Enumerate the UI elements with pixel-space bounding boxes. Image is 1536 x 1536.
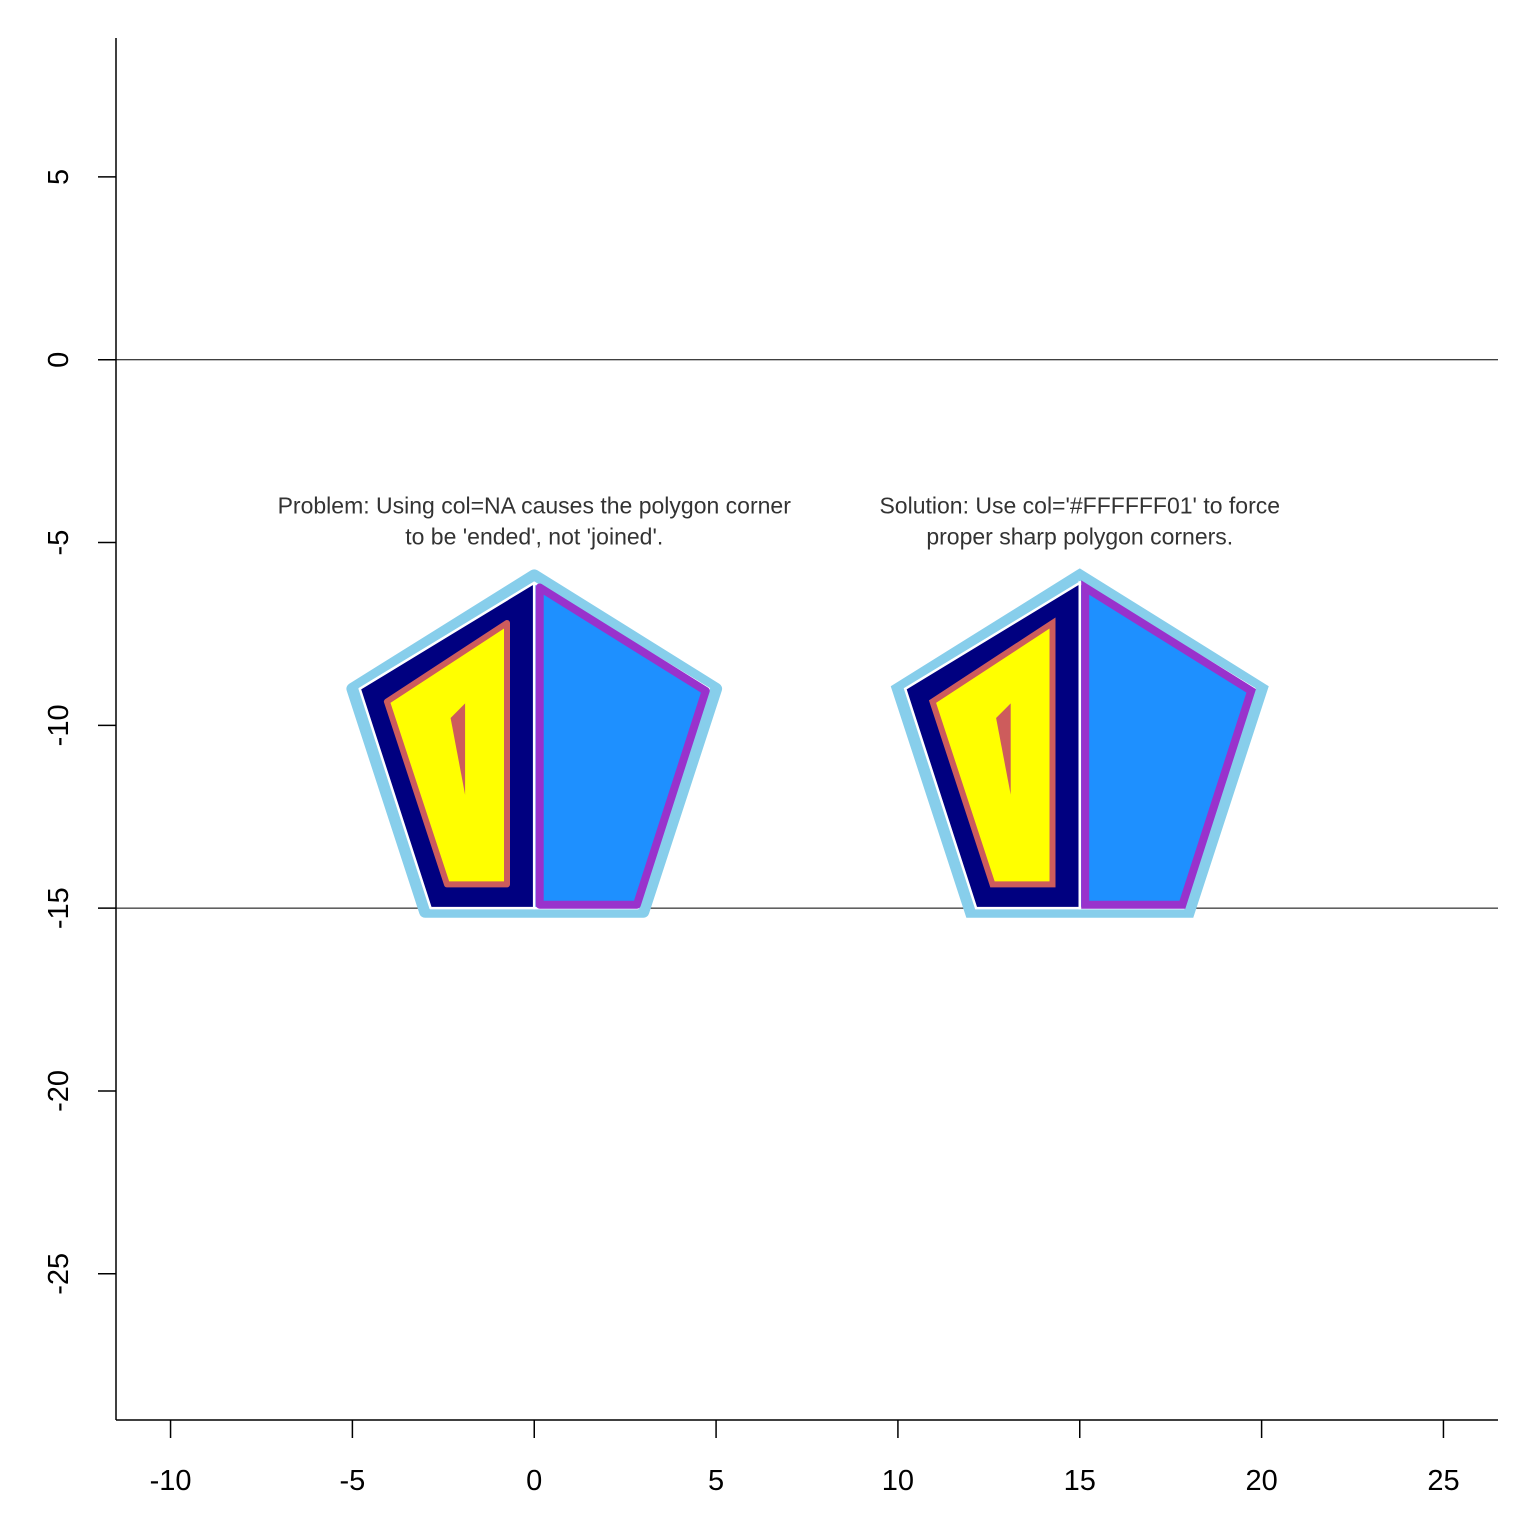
- y-tick-label: -20: [43, 1070, 75, 1112]
- x-tick-label: 10: [882, 1465, 914, 1497]
- y-tick-label: -25: [43, 1253, 75, 1295]
- x-tick-label: 5: [708, 1465, 724, 1497]
- x-tick-label: 25: [1427, 1465, 1459, 1497]
- y-tick-label: -5: [43, 530, 75, 556]
- x-tick-label: -10: [150, 1465, 192, 1497]
- axes: -10 -5 0 5 10 15 20 25 5 0 -5 -10 -15 -20 -25: [43, 38, 1498, 1497]
- solution-right-border: [1081, 580, 1256, 909]
- problem-inner-quad: [383, 620, 510, 888]
- x-tick-label: 0: [526, 1465, 542, 1497]
- x-tick-label: 20: [1245, 1465, 1277, 1497]
- y-tick-label: 0: [43, 352, 75, 368]
- problem-inner-triangle: [450, 703, 466, 795]
- reference-lines: [116, 359, 1498, 909]
- problem-right-border: [535, 583, 710, 909]
- solution-inner-quad: [928, 617, 1056, 888]
- solution-panel: [890, 568, 1269, 918]
- annotations: Problem: Using col=NA causes the polygon…: [278, 492, 1280, 549]
- x-tick-label: -5: [339, 1465, 365, 1497]
- x-tick-label: 15: [1064, 1465, 1096, 1497]
- polygon-panels: [346, 568, 1269, 918]
- problem-panel: [346, 569, 723, 918]
- problem-annotation-line: to be 'ended', not 'joined'.: [405, 523, 663, 549]
- y-tick-label: -10: [43, 704, 75, 746]
- solution-inner-triangle: [996, 703, 1011, 795]
- solution-annotation-line: Solution: Use col='#FFFFFF01' to force: [879, 492, 1280, 518]
- solution-annotation-line: proper sharp polygon corners.: [926, 523, 1233, 549]
- problem-annotation-line: Problem: Using col=NA causes the polygon…: [278, 492, 792, 518]
- y-tick-label: 5: [43, 169, 75, 185]
- y-tick-label: -15: [43, 887, 75, 929]
